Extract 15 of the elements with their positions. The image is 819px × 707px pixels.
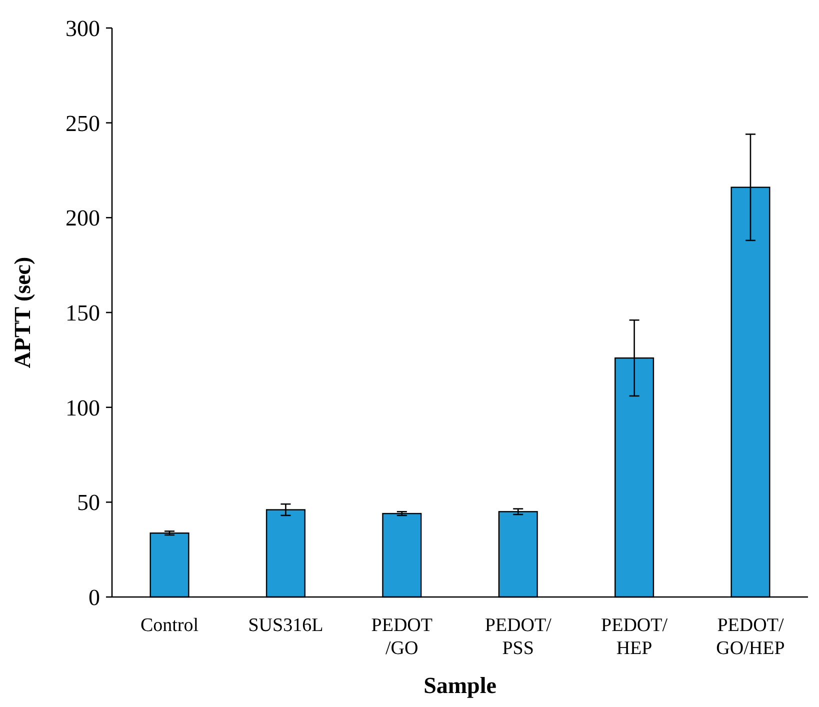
x-tick-label: PEDOT /GO: [371, 615, 433, 659]
x-tick-label: PEDOT/ HEP: [601, 615, 668, 659]
y-axis-title: APTT (sec): [10, 256, 35, 368]
x-axis-title: Sample: [424, 673, 496, 698]
y-tick-label: 100: [66, 395, 100, 420]
y-tick-label: 200: [66, 206, 100, 231]
x-tick-label: PEDOT/ PSS: [484, 615, 552, 659]
x-tick-label: Control: [140, 615, 199, 636]
y-tick-label: 250: [66, 110, 100, 136]
x-tick-label: PEDOT/ GO/HEP: [716, 615, 785, 659]
x-tick-label: SUS316L: [248, 615, 324, 636]
y-tick-label: 0: [88, 585, 100, 610]
y-tick-label: 300: [66, 16, 100, 42]
y-tick-label: 150: [66, 300, 100, 326]
y-tick-label: 50: [77, 490, 100, 516]
